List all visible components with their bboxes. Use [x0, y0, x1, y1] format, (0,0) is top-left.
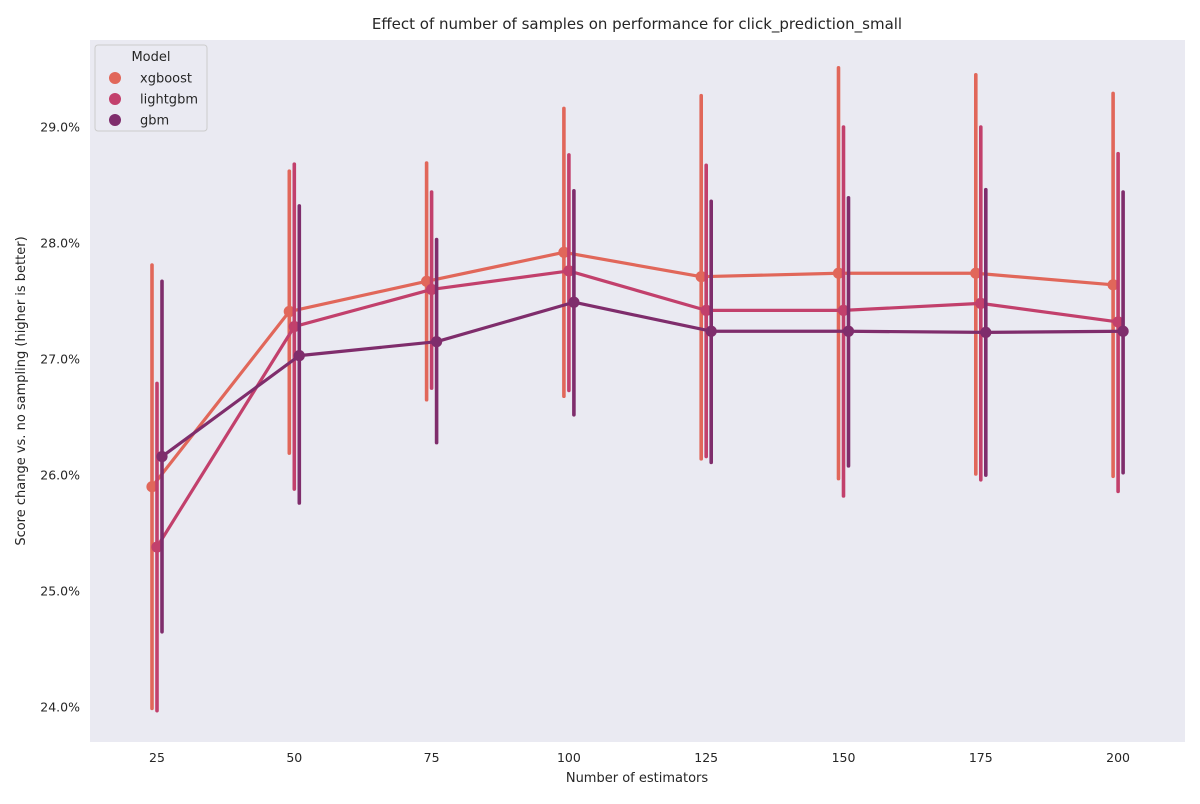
y-tick-label: 29.0% [40, 120, 80, 135]
x-tick-label: 75 [424, 750, 440, 765]
data-point [695, 271, 707, 283]
data-point [1112, 316, 1124, 328]
data-point [426, 283, 438, 296]
data-point [1117, 325, 1129, 337]
series-group [146, 66, 1129, 713]
x-tick-label: 150 [832, 750, 856, 765]
y-tick-label: 26.0% [40, 468, 80, 483]
data-point [151, 541, 163, 553]
data-point [558, 246, 570, 258]
x-tick-label: 200 [1106, 750, 1130, 765]
data-point [837, 304, 850, 316]
legend-marker [109, 114, 121, 126]
data-point [293, 350, 305, 362]
y-tick-label: 25.0% [40, 584, 80, 599]
plot-area [90, 40, 1185, 742]
x-ticks: 25 50 75 100 125 150 175 200 [149, 750, 1130, 765]
chart-title: Effect of number of samples on performan… [372, 15, 902, 34]
data-point [705, 325, 717, 337]
y-tick-label: 28.0% [40, 236, 80, 251]
data-point [842, 325, 855, 337]
legend-marker [109, 93, 121, 105]
series-line [150, 250, 1115, 489]
data-point [700, 304, 712, 316]
data-point [563, 265, 575, 277]
data-point [568, 296, 580, 308]
series-line [160, 300, 1125, 459]
legend-marker [109, 72, 121, 84]
y-tick-label: 27.0% [40, 352, 80, 367]
series-gbm [156, 187, 1129, 634]
legend-label: gbm [140, 114, 169, 129]
y-axis-title: Score change vs. no sampling (higher is … [14, 236, 29, 545]
series-line [155, 269, 1120, 549]
legend-title: Model [131, 50, 170, 65]
x-tick-label: 25 [149, 750, 165, 765]
x-tick-label: 175 [969, 750, 993, 765]
data-point [980, 326, 992, 339]
series-lightgbm [151, 125, 1124, 713]
legend: Model xgboost lightgbm gbm [94, 44, 208, 132]
data-point [421, 275, 433, 287]
data-point [156, 450, 168, 463]
data-point [288, 321, 300, 333]
series-xgboost [146, 66, 1119, 711]
x-axis-title: Number of estimators [566, 771, 709, 786]
data-point [832, 267, 845, 279]
legend-label: xgboost [140, 72, 192, 87]
x-tick-label: 100 [557, 750, 581, 765]
data-point [431, 336, 443, 348]
legend-frame [94, 44, 208, 132]
legend-label: lightgbm [140, 93, 198, 108]
data-point [970, 267, 982, 279]
y-tick-label: 24.0% [40, 700, 80, 715]
data-point [975, 297, 987, 309]
x-tick-label: 125 [694, 750, 718, 765]
x-tick-label: 50 [286, 750, 302, 765]
data-point [146, 481, 158, 493]
data-point [283, 305, 295, 318]
y-ticks: 24.0% 25.0% 26.0% 27.0% 28.0% 29.0% [40, 120, 80, 715]
data-point [1107, 279, 1119, 291]
